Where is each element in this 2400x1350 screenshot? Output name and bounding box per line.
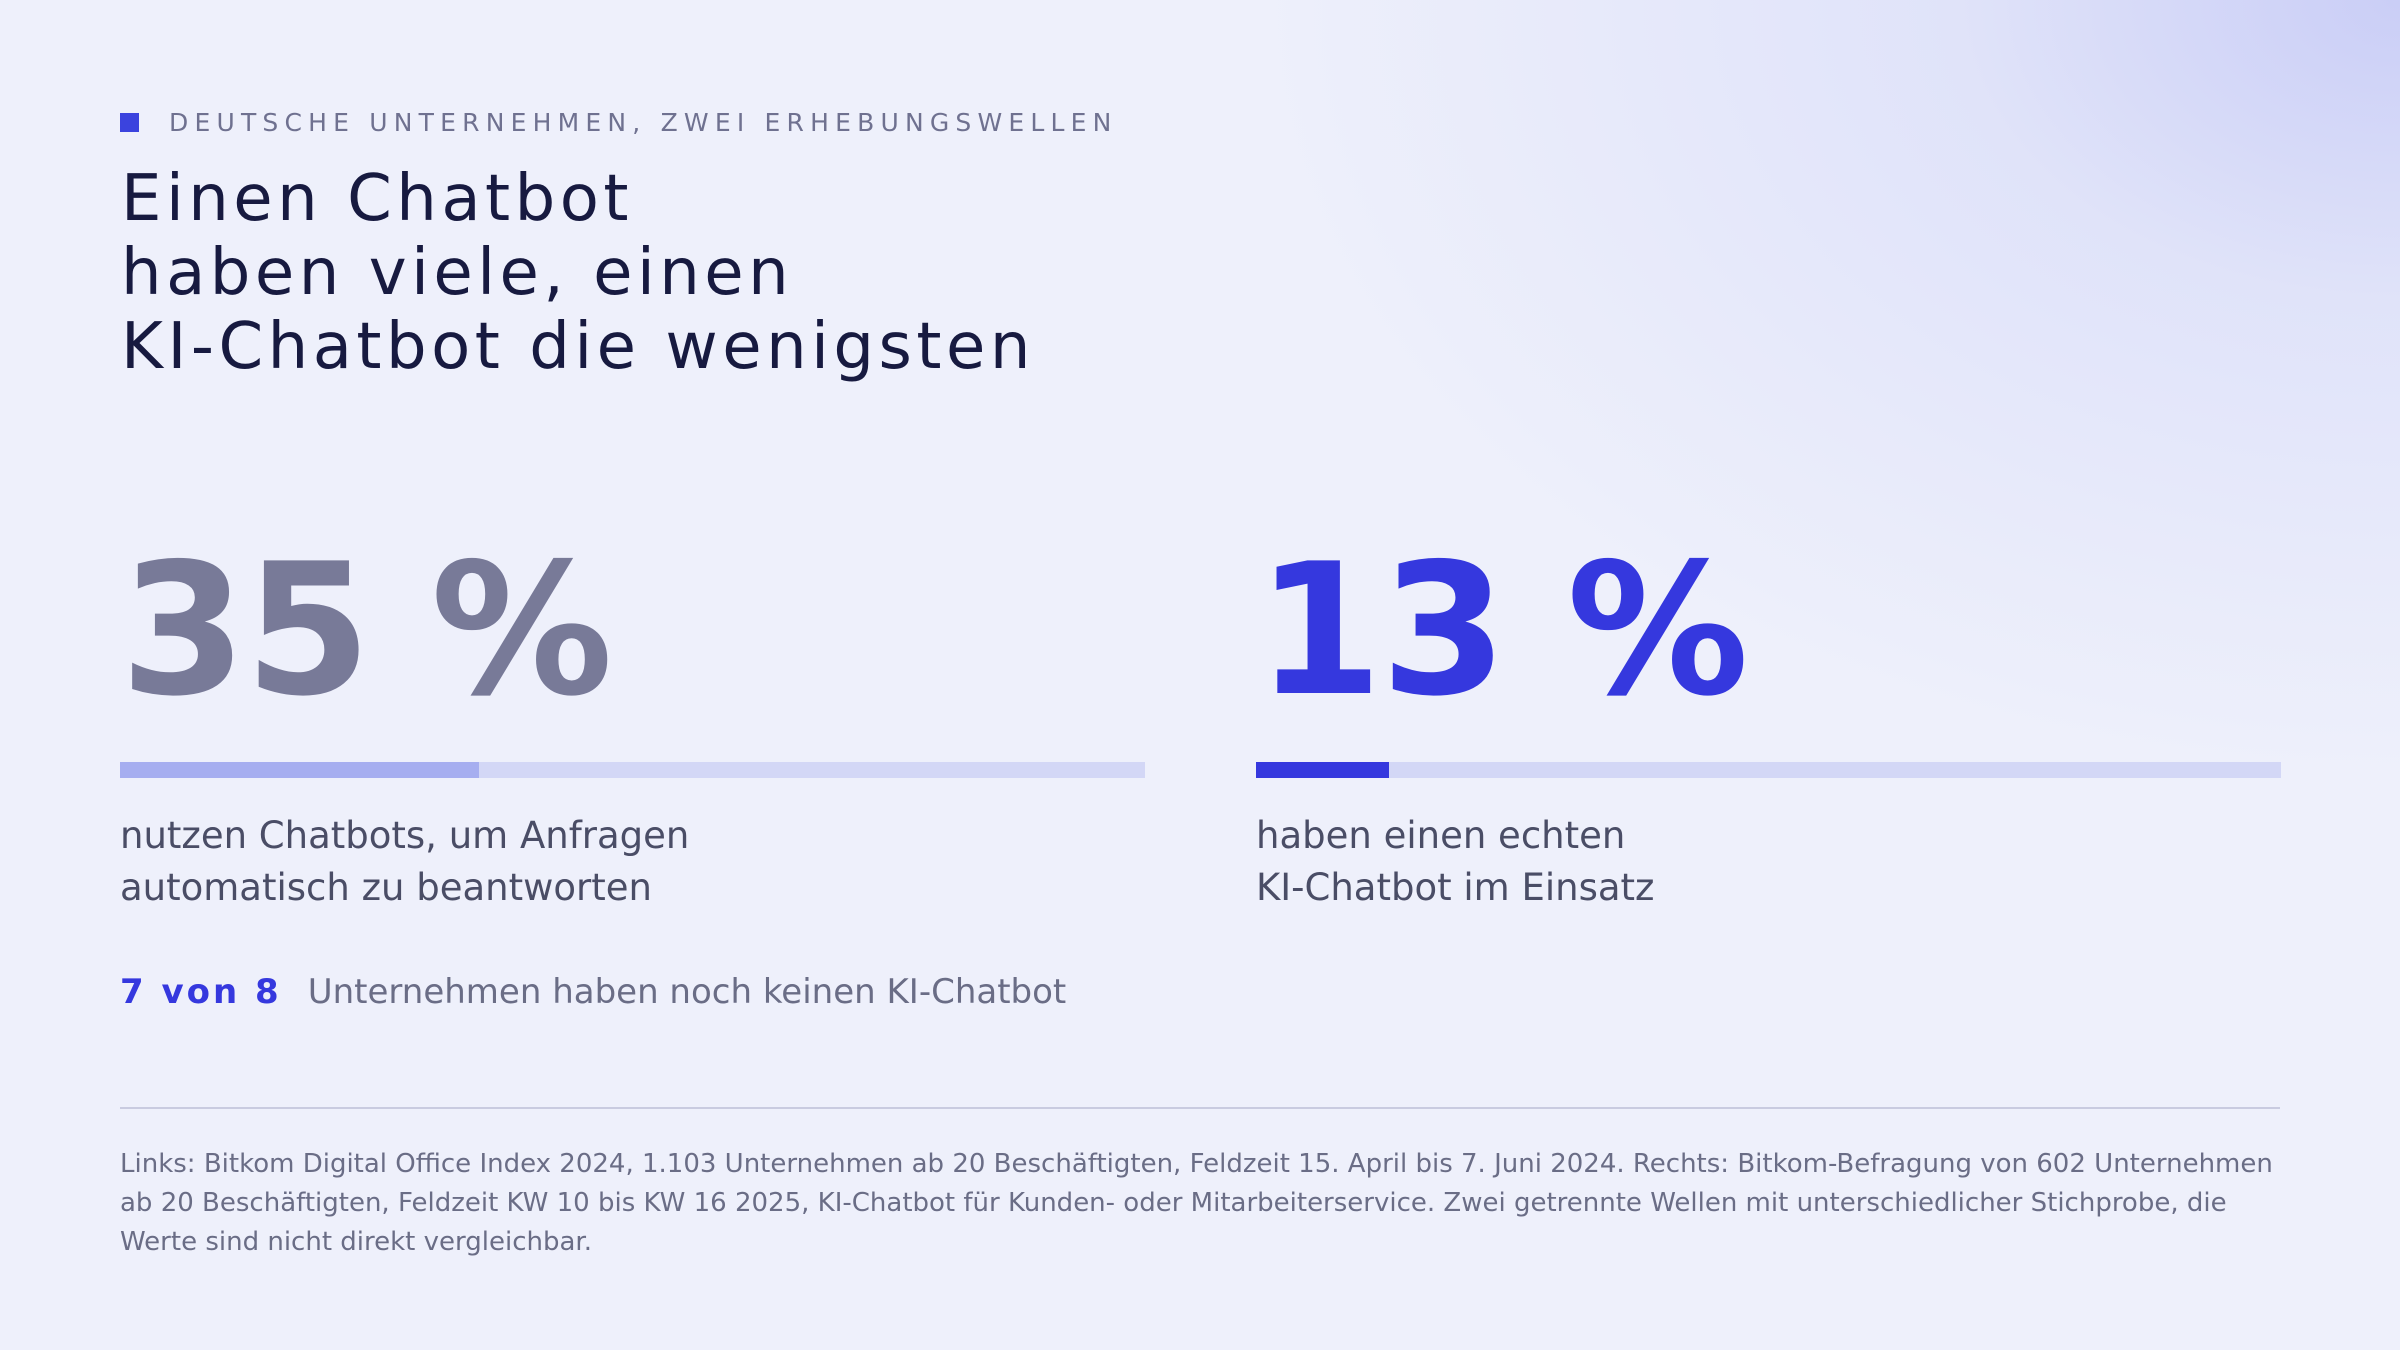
title-line-3: KI-Chatbot die wenigsten	[121, 310, 1035, 384]
stat-value: 35 %	[120, 524, 613, 736]
ratio-value: 7 von 8	[120, 972, 282, 1012]
divider	[120, 1107, 2280, 1109]
ratio-note: 7 von 8 Unternehmen haben noch keinen KI…	[120, 972, 1066, 1012]
progress-fill	[1256, 762, 1390, 778]
stat-value: 13 %	[1256, 524, 1749, 736]
stat-description-line: automatisch zu beantworten	[120, 866, 652, 909]
progress-track	[1256, 762, 2281, 778]
progress-track	[120, 762, 1145, 778]
title-line-2: haben viele, einen	[121, 236, 794, 310]
stat-ai-chatbot: 13 % haben einen echten KI-Chatbot im Ei…	[1256, 524, 2281, 909]
eyebrow-text: DEUTSCHE UNTERNEHMEN, ZWEI ERHEBUNGSWELL…	[169, 108, 1118, 137]
stat-description-line: nutzen Chatbots, um Anfragen	[120, 814, 690, 857]
title-line-1: Einen Chatbot	[121, 162, 633, 236]
stat-description: haben einen echten KI-Chatbot im Einsatz	[1256, 810, 1654, 914]
stat-description-line: haben einen echten	[1256, 814, 1626, 857]
stat-description: nutzen Chatbots, um Anfragen automatisch…	[120, 810, 689, 914]
ratio-text: Unternehmen haben noch keinen KI-Chatbot	[307, 972, 1067, 1012]
page-title: Einen Chatbot haben viele, einen KI-Chat…	[121, 162, 1035, 384]
stat-chatbot-usage: 35 % nutzen Chatbots, um Anfragen automa…	[120, 524, 1145, 909]
eyebrow: DEUTSCHE UNTERNEHMEN, ZWEI ERHEBUNGSWELL…	[120, 108, 1118, 137]
stat-description-line: KI-Chatbot im Einsatz	[1256, 866, 1655, 909]
source-footnote: Links: Bitkom Digital Office Index 2024,…	[120, 1149, 2273, 1257]
progress-fill	[120, 762, 479, 778]
accent-square-icon	[120, 113, 139, 132]
